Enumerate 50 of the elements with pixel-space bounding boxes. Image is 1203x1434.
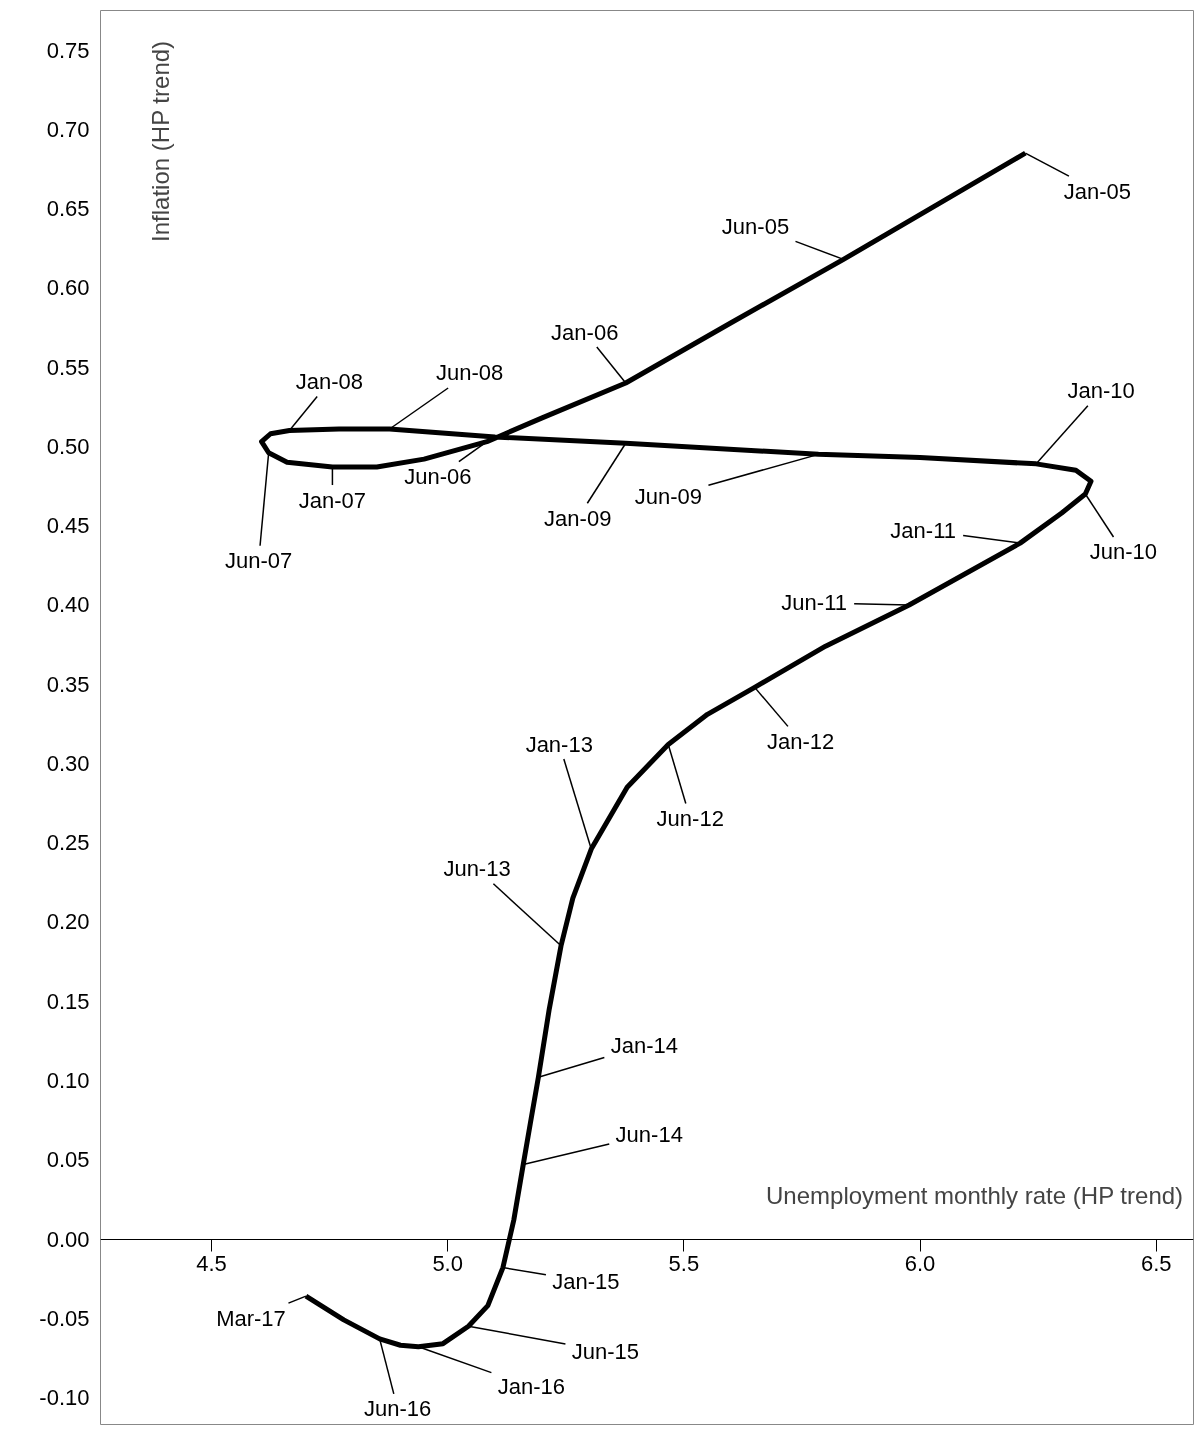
- x-tick-label: 6.5: [1140, 1251, 1172, 1277]
- y-tick-label: 0.65: [46, 196, 90, 222]
- y-tick-label: 0.05: [46, 1147, 90, 1173]
- y-axis-title: Inflation (HP trend): [147, 40, 174, 242]
- annotation: Jun-16: [364, 1396, 432, 1422]
- y-tick-label: -0.10: [39, 1385, 90, 1411]
- y-tick-label: 0.30: [46, 750, 90, 776]
- annotation: Jun-08: [435, 360, 504, 386]
- y-tick-label: 0.55: [46, 354, 90, 380]
- y-tick-label: -0.05: [39, 1305, 90, 1331]
- y-tick-label: 0.35: [46, 671, 90, 697]
- annotation: Jan-16: [497, 1374, 566, 1400]
- y-tick-label: 0.50: [46, 433, 90, 459]
- y-tick-label: 0.25: [46, 830, 90, 856]
- annotation: Jun-06: [404, 464, 472, 490]
- y-tick-label: 0.20: [46, 909, 90, 935]
- y-tick-label: 0.60: [46, 275, 90, 301]
- annotation: Jan-10: [1067, 378, 1135, 404]
- annotation: Jan-13: [525, 731, 593, 757]
- annotation: Jan-14: [610, 1032, 679, 1058]
- annotation: Jun-05: [721, 213, 790, 239]
- x-tick-label: 6.0: [904, 1251, 936, 1277]
- y-tick-label: 0.40: [46, 592, 90, 618]
- x-tick-label: 5.5: [668, 1251, 700, 1277]
- y-tick-label: 0.10: [46, 1068, 90, 1094]
- x-tick-label: 5.0: [432, 1251, 463, 1277]
- annotation: Mar-17: [216, 1305, 286, 1331]
- annotation: Jan-11: [890, 517, 956, 543]
- annotation: Jun-15: [571, 1338, 640, 1364]
- y-tick-label: 0.00: [46, 1226, 90, 1252]
- annotation: Jun-10: [1089, 539, 1157, 565]
- annotation: Jun-12: [656, 805, 724, 831]
- annotation: Jan-09: [544, 505, 612, 531]
- annotation: Jan-05: [1063, 178, 1131, 204]
- annotation: Jan-15: [552, 1269, 620, 1295]
- annotation: Jan-12: [767, 728, 835, 754]
- annotation: Jan-08: [295, 369, 364, 395]
- annotation: Jun-11: [781, 590, 847, 616]
- y-tick-label: 0.75: [46, 37, 90, 63]
- annotation: Jun-14: [615, 1122, 683, 1148]
- y-tick-label: 0.70: [46, 116, 90, 142]
- x-tick-label: 4.5: [196, 1251, 227, 1277]
- annotation: Jun-13: [443, 856, 511, 882]
- y-tick-label: 0.15: [46, 988, 90, 1014]
- annotation: Jan-07: [298, 487, 367, 513]
- annotation: Jun-07: [225, 548, 293, 574]
- x-axis-title: Unemployment monthly rate (HP trend): [766, 1182, 1184, 1210]
- annotation: Jun-09: [634, 483, 703, 509]
- annotation: Jan-06: [551, 319, 619, 345]
- y-tick-label: 0.45: [46, 513, 90, 539]
